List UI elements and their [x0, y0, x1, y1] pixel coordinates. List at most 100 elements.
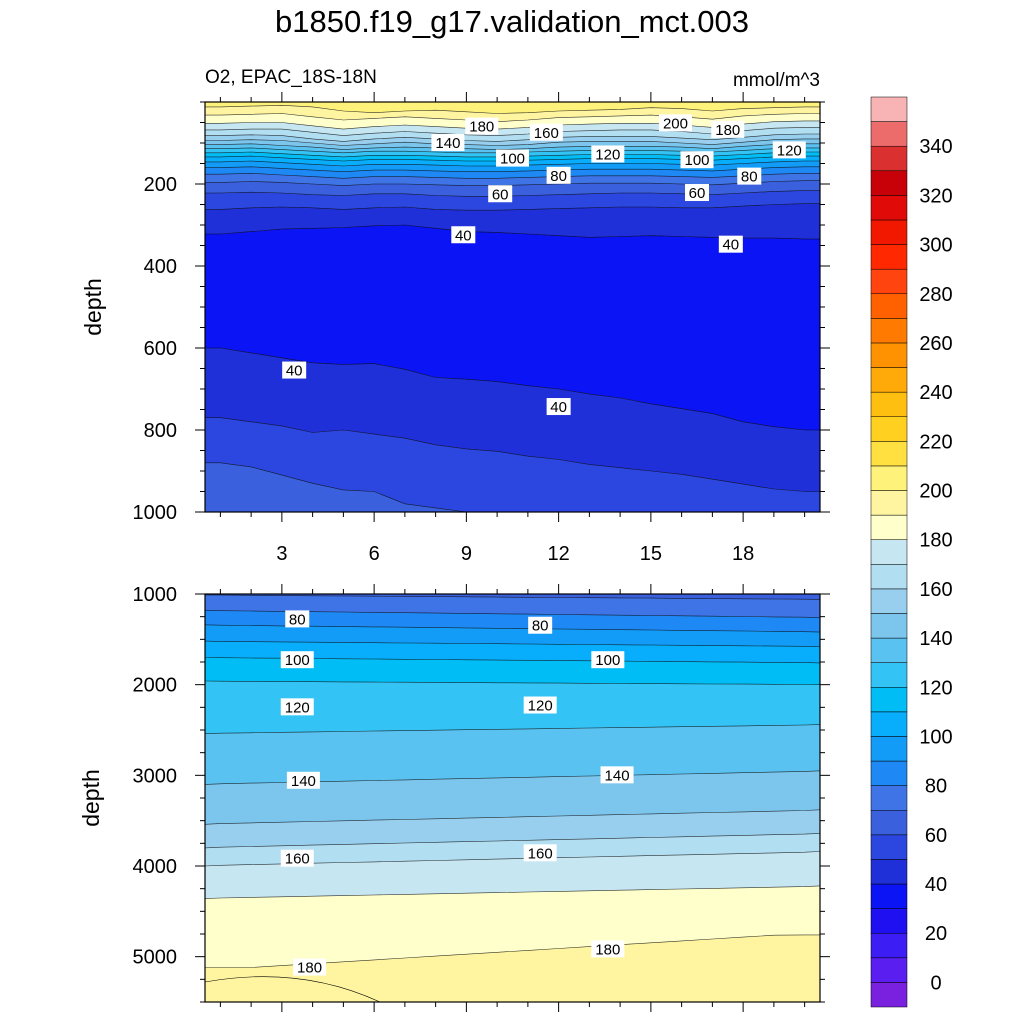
contour-label: 80	[289, 611, 306, 628]
colorbar-swatch	[870, 416, 908, 442]
colorbar-swatch	[870, 490, 908, 516]
contour-band	[205, 203, 820, 239]
colorbar-swatch	[870, 662, 908, 688]
lower-y-axis-label: depth	[78, 769, 104, 827]
colorbar-swatch	[870, 883, 908, 909]
contour-label: 80	[741, 169, 758, 186]
colorbar-swatch	[870, 785, 908, 811]
panel-subtitle: O2, EPAC_18S-18N	[205, 67, 377, 88]
colorbar-tick-label: 280	[919, 284, 952, 306]
colorbar-tick-label: 0	[930, 972, 941, 994]
x-tick-label: 6	[369, 543, 380, 565]
contour-line	[205, 885, 820, 899]
colorbar-swatch	[870, 342, 908, 368]
contour-band	[205, 102, 820, 114]
y-tick-label: 600	[144, 338, 177, 360]
contour-line	[205, 462, 469, 512]
contour-band	[205, 190, 820, 211]
contour-line	[205, 809, 820, 825]
colorbar-swatch	[870, 514, 908, 540]
colorbar-tick-label: 160	[919, 579, 952, 601]
colorbar-swatch	[870, 736, 908, 762]
contour-label-box	[528, 616, 553, 634]
contour-label: 40	[455, 227, 472, 244]
contour-label-box	[282, 361, 307, 379]
colorbar-swatch	[870, 539, 908, 565]
contour-label-box	[431, 134, 465, 151]
contour-label: 140	[291, 773, 316, 790]
contour-label: 120	[595, 146, 620, 163]
contour-label: 180	[715, 122, 740, 139]
y-tick-label: 800	[144, 420, 177, 442]
contour-label: 120	[528, 698, 553, 715]
contour-label: 40	[286, 363, 303, 380]
contour-line	[205, 976, 381, 1002]
contour-label: 160	[534, 125, 559, 142]
colorbar-swatch	[870, 318, 908, 344]
contour-label-box	[737, 167, 762, 185]
contour-band	[205, 417, 820, 512]
colorbar-swatch	[870, 613, 908, 639]
contour-label: 200	[663, 115, 688, 132]
contour-label: 140	[605, 767, 630, 784]
colorbar-swatch	[870, 687, 908, 713]
colorbar-tick-label: 40	[925, 874, 947, 896]
upper-contour-lines	[205, 104, 820, 512]
colorbar-tick-label: 300	[919, 235, 952, 257]
contour-band	[205, 180, 820, 197]
contour-band	[205, 138, 820, 150]
contour-label-box	[529, 123, 563, 141]
contour-label-box	[591, 940, 625, 958]
contour-line	[205, 143, 820, 150]
upper-contour-fills	[205, 102, 820, 512]
colorbar-swatch	[870, 145, 908, 172]
contour-label-box	[285, 610, 310, 628]
colorbar-tick-label: 200	[919, 481, 952, 503]
contour-band	[205, 809, 820, 848]
contour-label-box	[523, 844, 557, 862]
contour-line	[205, 417, 820, 492]
colorbar-tick-label: 340	[919, 136, 952, 158]
colorbar-swatch	[870, 293, 908, 319]
colorbar-swatch	[870, 195, 908, 221]
contour-label-box	[685, 184, 709, 202]
colorbar-swatch	[870, 957, 908, 983]
colorbar-swatch	[870, 932, 908, 959]
contour-label: 180	[595, 941, 620, 958]
contour-band	[205, 770, 820, 825]
colorbar-tick-label: 20	[925, 923, 947, 945]
x-tick-label: 18	[732, 543, 754, 565]
colorbar-tick-label: 120	[919, 677, 952, 699]
colorbar-swatch	[870, 637, 908, 663]
contour-label-box	[293, 958, 327, 976]
colorbar-swatch	[870, 760, 908, 786]
contour-line	[205, 680, 820, 685]
contour-band	[205, 462, 467, 512]
lower-axis-ticks: 1000 2000 3000 4000 5000	[133, 584, 830, 1012]
contour-band	[205, 833, 820, 866]
contour-label-box	[280, 651, 314, 669]
colorbar-tick-label: 140	[919, 628, 952, 650]
contour-label: 80	[550, 168, 567, 185]
contour-label: 120	[777, 142, 802, 159]
upper-y-axis-label: depth	[80, 278, 106, 336]
x-tick-label: 3	[276, 543, 287, 565]
colorbar-swatch	[870, 96, 908, 122]
colorbar-swatch	[870, 809, 908, 836]
contour-label: 60	[689, 185, 706, 202]
contour-label-box	[680, 151, 714, 169]
contour-label-box	[546, 398, 571, 416]
contour-label-box	[523, 696, 557, 714]
contour-label-box	[546, 166, 571, 184]
contour-label-box	[488, 185, 513, 203]
contour-line	[205, 203, 820, 211]
colorbar-swatch	[870, 908, 908, 934]
colorbar-swatch	[870, 441, 908, 467]
contour-label: 120	[285, 699, 310, 716]
contour-line	[205, 172, 820, 179]
contour-line	[205, 347, 820, 431]
contour-band	[205, 657, 820, 685]
contour-band	[205, 348, 820, 492]
contour-band	[205, 225, 820, 430]
